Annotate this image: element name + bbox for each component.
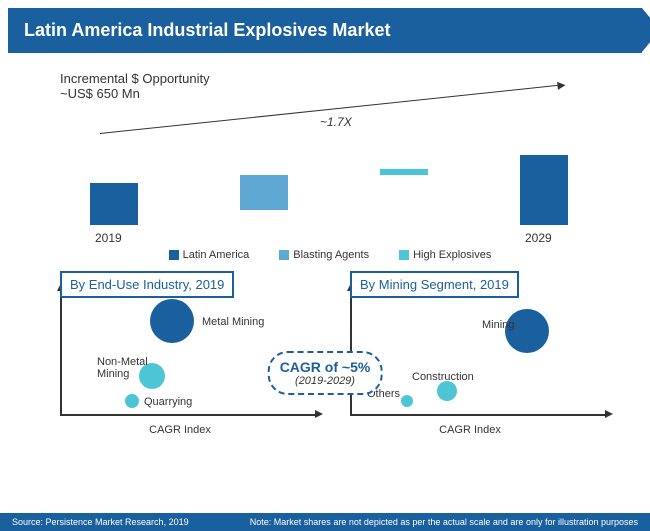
bubble-label: Mining	[482, 319, 514, 331]
opp-line1: Incremental $ Opportunity	[60, 71, 630, 86]
bar-xlabel: 2029	[525, 231, 552, 245]
scatter-right-axes: MiningConstructionOthers	[350, 291, 605, 416]
bubble-label: Quarrying	[144, 396, 192, 408]
scatter-right-title: By Mining Segment, 2019	[350, 271, 519, 298]
bubble	[401, 395, 413, 407]
cagr-badge: CAGR of ~5% (2019-2029)	[268, 351, 383, 395]
chart-legend: Latin America Blasting Agents High Explosi…	[20, 249, 630, 261]
main-content: Incremental $ Opportunity ~US$ 650 Mn ~1…	[0, 53, 650, 446]
scatter-left-xlabel: CAGR Index	[149, 424, 211, 436]
opp-line2: ~US$ 650 Mn	[60, 86, 630, 101]
bubble-label: Metal Mining	[202, 316, 264, 328]
scatter-left-title: By End-Use Industry, 2019	[60, 271, 234, 298]
bar-2	[380, 169, 428, 175]
legend-item: Latin America	[159, 249, 250, 261]
bubble	[505, 309, 549, 353]
bubble-label: Construction	[412, 371, 474, 383]
legend-item: Blasting Agents	[269, 249, 369, 261]
bar-chart: ~1.7X 2019 2029	[40, 105, 610, 245]
bar-1	[240, 175, 288, 210]
page-title: Latin America Industrial Explosives Mark…	[8, 8, 642, 53]
footer: Source: Persistence Market Research, 201…	[0, 513, 650, 531]
bar-xlabel: 2019	[95, 231, 122, 245]
cagr-period: (2019-2029)	[280, 375, 371, 387]
bottom-charts: By End-Use Industry, 2019 Metal Mining No…	[20, 271, 630, 436]
footer-source: Source: Persistence Market Research, 201…	[12, 517, 189, 527]
bubble	[125, 394, 139, 408]
bubble	[437, 381, 457, 401]
legend-item: High Explosives	[389, 249, 491, 261]
bubble-label: Non-Metal Mining	[97, 356, 152, 380]
bar-3	[520, 155, 568, 225]
multiplier-label: ~1.7X	[320, 115, 352, 129]
bubble	[150, 299, 194, 343]
footer-note: Note: Market shares are not depicted as …	[250, 517, 638, 527]
cagr-value: CAGR of ~5%	[280, 359, 371, 375]
scatter-right-xlabel: CAGR Index	[439, 424, 501, 436]
bar-0	[90, 183, 138, 225]
